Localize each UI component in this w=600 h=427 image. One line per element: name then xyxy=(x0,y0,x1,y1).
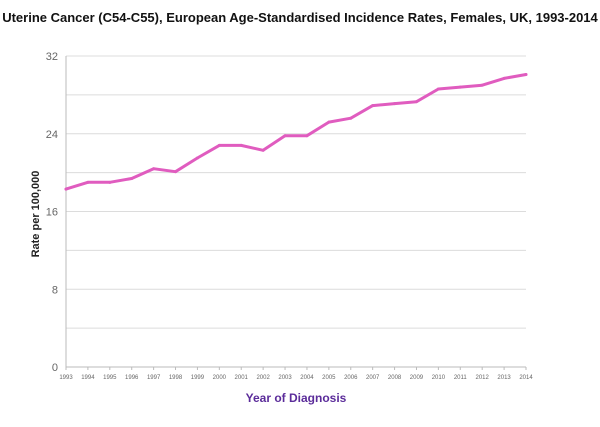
x-tick-label: 2005 xyxy=(322,375,336,381)
x-tick-label: 1993 xyxy=(59,375,73,381)
x-tick-label: 1999 xyxy=(191,375,205,381)
data-point xyxy=(480,83,484,87)
data-point xyxy=(217,143,221,147)
data-point xyxy=(108,180,112,184)
x-axis-label: Year of Diagnosis xyxy=(245,391,347,405)
x-tick-label: 2000 xyxy=(213,375,227,381)
y-tick-label: 8 xyxy=(52,284,58,296)
x-tick-label: 2010 xyxy=(432,375,446,381)
series-line-females xyxy=(64,73,528,191)
data-point xyxy=(64,187,68,191)
data-point xyxy=(152,167,156,171)
x-tick-label: 1996 xyxy=(125,375,139,381)
x-tick-label: 2012 xyxy=(476,375,490,381)
x-tick-label: 2001 xyxy=(235,375,249,381)
x-tick-label: 1997 xyxy=(147,375,161,381)
data-point xyxy=(130,176,134,180)
data-point xyxy=(502,76,506,80)
x-tick-label: 2014 xyxy=(519,375,533,381)
x-tick-label: 2002 xyxy=(256,375,270,381)
data-point xyxy=(261,148,265,152)
data-point xyxy=(174,170,178,174)
y-tick-label: 16 xyxy=(46,207,58,219)
data-point xyxy=(195,156,199,160)
data-point xyxy=(327,120,331,124)
data-point xyxy=(524,72,528,76)
x-tick-label: 1995 xyxy=(103,375,117,381)
data-point xyxy=(349,116,353,120)
x-tick-label: 2013 xyxy=(497,375,511,381)
data-point xyxy=(393,102,397,106)
y-tick-label: 24 xyxy=(46,129,58,141)
x-tick-label: 2007 xyxy=(366,375,380,381)
x-tick-label: 1994 xyxy=(81,375,95,381)
data-point xyxy=(283,134,287,138)
data-point xyxy=(86,180,90,184)
data-point xyxy=(239,143,243,147)
x-tick-label: 2003 xyxy=(278,375,292,381)
data-point xyxy=(371,104,375,108)
data-point xyxy=(414,100,418,104)
x-tick-label: 1998 xyxy=(169,375,183,381)
x-tick-label: 2008 xyxy=(388,375,402,381)
y-tick-label: 32 xyxy=(46,51,58,63)
data-point xyxy=(305,134,309,138)
x-tick-label: 2011 xyxy=(454,375,468,381)
data-point xyxy=(458,85,462,89)
x-tick-label: 2006 xyxy=(344,375,358,381)
data-point xyxy=(436,87,440,91)
x-tick-label: 2004 xyxy=(300,375,314,381)
chart-title: Uterine Cancer (C54-C55), European Age-S… xyxy=(2,10,598,25)
x-tick-label: 2009 xyxy=(410,375,424,381)
y-tick-label: 0 xyxy=(52,362,58,374)
